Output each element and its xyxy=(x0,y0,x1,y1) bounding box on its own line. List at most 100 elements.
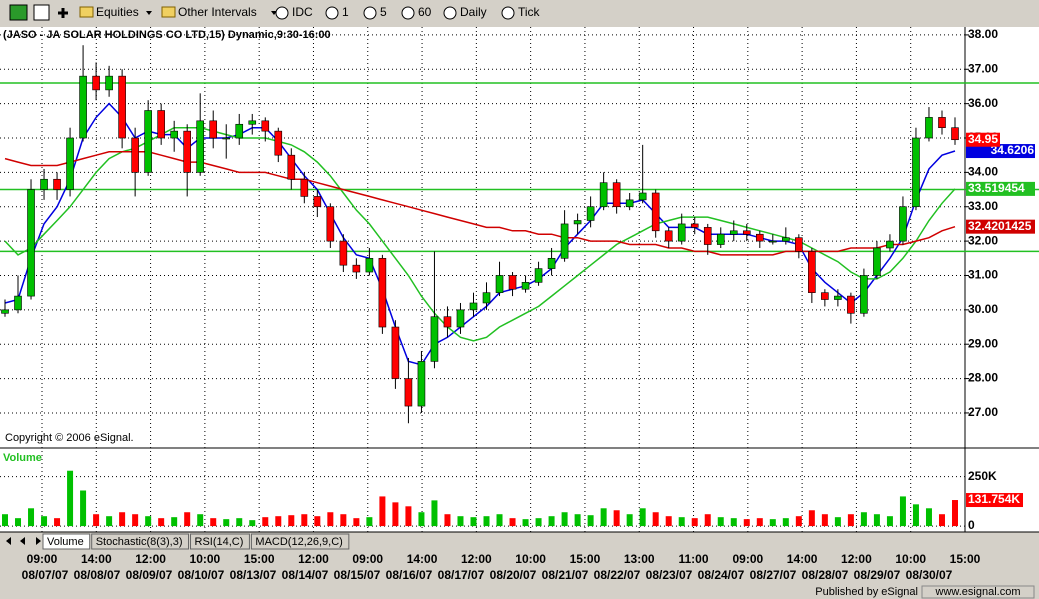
candle-body xyxy=(586,206,595,221)
volume-bar xyxy=(782,518,789,527)
volume-bar xyxy=(353,518,360,527)
candle-body xyxy=(235,123,244,139)
candle-body xyxy=(860,275,868,314)
y-tick-label: 28.00 xyxy=(968,371,998,385)
volume-bar xyxy=(366,517,373,527)
candle-body xyxy=(560,223,569,259)
candle-body xyxy=(938,117,946,128)
volume-bar xyxy=(184,512,191,527)
candle-body xyxy=(157,110,165,139)
volume-bar xyxy=(93,514,100,527)
toolbar-button[interactable]: IDC xyxy=(292,5,313,19)
indicator-tab-frame[interactable] xyxy=(190,533,250,550)
candle-body xyxy=(886,240,894,249)
candle-body xyxy=(196,120,205,173)
y-tick-label: 34.00 xyxy=(968,165,998,179)
interval-icon[interactable] xyxy=(443,6,457,20)
x-date-label: 08/27/07 xyxy=(750,568,797,582)
indicator-tab[interactable]: Volume xyxy=(47,536,84,548)
candle-body xyxy=(690,223,699,228)
last-price: 34.95 xyxy=(968,132,998,146)
toolbar-button[interactable]: 5 xyxy=(380,5,387,19)
x-time-label: 12:00 xyxy=(135,552,166,566)
indicator-tab[interactable]: MACD(12,26,9,C) xyxy=(255,536,342,548)
toolbar-button[interactable]: 60 xyxy=(418,5,432,19)
interval-icon[interactable] xyxy=(501,6,515,20)
interval-icon[interactable] xyxy=(401,6,415,20)
volume-bar xyxy=(808,510,815,527)
volume-tick-label: 0 xyxy=(968,518,975,532)
candle-body xyxy=(925,117,933,139)
toolbar-button[interactable]: Daily xyxy=(460,5,487,19)
candle-body xyxy=(951,127,959,141)
tab-scroll[interactable] xyxy=(36,537,41,545)
candle-body xyxy=(808,251,816,293)
indicator-tab-frame[interactable] xyxy=(42,533,91,550)
x-date-label: 08/14/07 xyxy=(282,568,329,582)
candle-body xyxy=(79,75,87,139)
copyright: Copyright © 2006 eSignal. xyxy=(5,432,134,444)
x-time-label: 15:00 xyxy=(244,552,275,566)
indicator-tab-frame[interactable] xyxy=(91,533,190,550)
candle-body xyxy=(716,233,725,245)
ma-last-value-box xyxy=(966,144,1035,159)
candle-body xyxy=(599,182,608,208)
candle-body xyxy=(755,233,764,242)
candle-body xyxy=(821,292,829,300)
volume-bar xyxy=(691,518,698,527)
candle-body xyxy=(612,182,621,208)
x-date-label: 08/15/07 xyxy=(334,568,381,582)
toolbar-icon xyxy=(33,4,50,21)
tab-scroll[interactable] xyxy=(6,537,11,545)
dropdown-arrow[interactable] xyxy=(146,11,152,15)
volume-bar xyxy=(119,512,126,527)
toolbar-button[interactable]: Equities xyxy=(96,5,139,19)
indicator-tab-frame[interactable] xyxy=(250,533,350,550)
candle-body xyxy=(391,326,400,379)
candle-body xyxy=(677,223,686,242)
ma-last-value-box xyxy=(966,181,1035,196)
volume-bar xyxy=(483,516,490,527)
volume-bar xyxy=(340,514,347,527)
candle-body xyxy=(834,295,842,300)
candle-body xyxy=(326,206,335,242)
candle-body xyxy=(664,230,673,242)
folder-icon[interactable] xyxy=(79,6,94,18)
toolbar-button[interactable]: Tick xyxy=(518,5,541,19)
y-tick-label: 38.00 xyxy=(968,27,998,41)
publisher: Published by eSignal xyxy=(815,586,918,598)
toolbar-button[interactable]: Other Intervals xyxy=(178,5,257,19)
ma-last-value: 32.4201425 xyxy=(968,219,1032,233)
tab-scroll[interactable] xyxy=(20,537,25,545)
plus-icon xyxy=(58,8,68,18)
interval-icon[interactable] xyxy=(275,6,289,20)
candle-body xyxy=(378,257,387,328)
candle-body xyxy=(847,295,855,314)
toolbar-button[interactable]: 1 xyxy=(342,5,349,19)
volume-bar xyxy=(652,512,659,527)
url-box xyxy=(921,585,1035,599)
dropdown-arrow[interactable] xyxy=(271,11,277,15)
interval-icon[interactable] xyxy=(325,6,339,20)
candle-body xyxy=(795,237,803,252)
interval-icon[interactable] xyxy=(363,6,377,20)
candle-body xyxy=(300,178,309,197)
toolbar-icon xyxy=(9,4,28,21)
folder-icon[interactable] xyxy=(161,6,176,18)
x-date-label: 08/17/07 xyxy=(438,568,485,582)
volume-title: Volume xyxy=(3,452,42,464)
volume-bar xyxy=(834,517,841,527)
volume-bar xyxy=(756,518,763,527)
candle-body xyxy=(261,120,270,132)
x-time-label: 09:00 xyxy=(352,552,383,566)
volume-bar xyxy=(938,514,945,527)
x-time-label: 12:00 xyxy=(841,552,872,566)
candle-body xyxy=(742,230,751,235)
y-tick-label: 37.00 xyxy=(968,61,998,75)
indicator-tab[interactable]: Stochastic(8(3),3) xyxy=(96,536,183,548)
x-time-label: 15:00 xyxy=(570,552,601,566)
volume-bar xyxy=(665,516,672,527)
volume-bar xyxy=(418,512,425,527)
candle-body xyxy=(547,257,556,269)
indicator-tab[interactable]: RSI(14,C) xyxy=(195,536,244,548)
